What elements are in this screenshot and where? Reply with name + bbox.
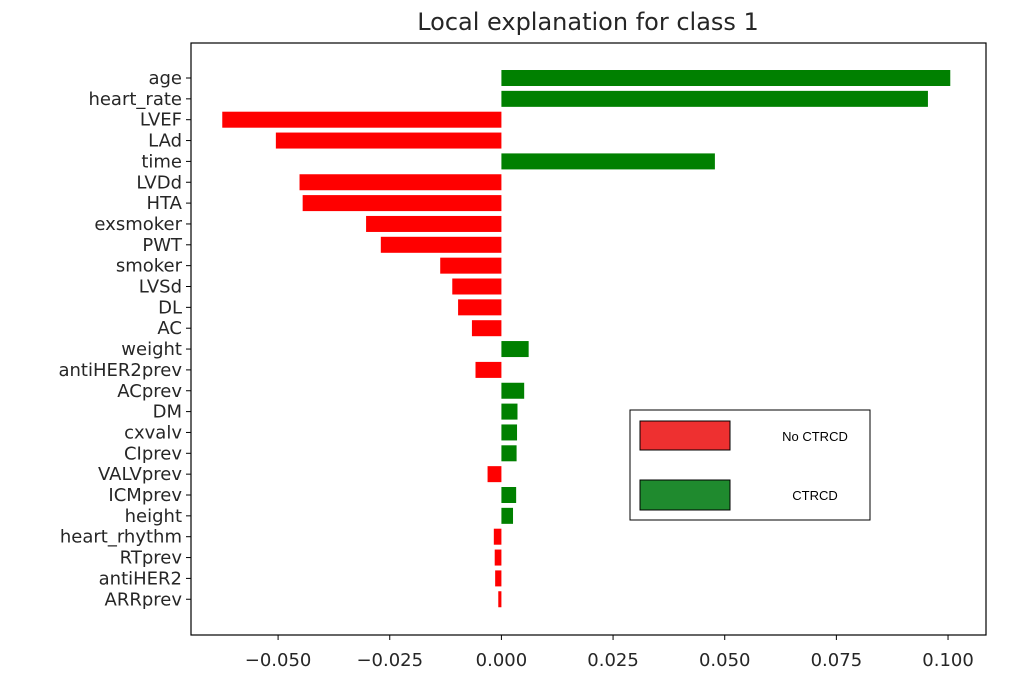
bar-AC	[471, 320, 502, 337]
y-tick-label: PWT	[142, 235, 183, 256]
bar-CIprev	[501, 445, 517, 462]
y-tick-label: AC	[157, 318, 182, 339]
y-tick-label: VALVprev	[98, 464, 182, 485]
bar-LAd	[275, 132, 502, 149]
bar-antiHER2	[495, 570, 502, 587]
legend-swatch-ctrcd	[639, 479, 731, 511]
bars-group	[222, 70, 951, 608]
y-tick-label: RTprev	[120, 548, 183, 569]
y-tick-label: ACprev	[117, 381, 182, 402]
chart-title: Local explanation for class 1	[417, 8, 759, 36]
bar-height	[501, 507, 514, 524]
bar-DM	[501, 403, 518, 420]
bar-heart_rhythm	[493, 528, 502, 545]
x-tick-label: −0.025	[356, 650, 423, 671]
legend-swatch-no-ctrcd	[639, 420, 731, 451]
bar-smoker	[440, 257, 502, 274]
x-tick-label: −0.050	[245, 650, 312, 671]
y-tick-label: HTA	[147, 193, 183, 214]
y-tick-label: weight	[121, 339, 182, 360]
y-tick-label: time	[141, 151, 182, 172]
x-tick-label: 0.050	[699, 650, 751, 671]
y-tick-label: ARRprev	[105, 589, 183, 610]
plot-frame	[190, 42, 987, 636]
y-tick-label: age	[148, 68, 182, 89]
y-tick-label: LVSd	[139, 277, 182, 298]
x-axis: −0.050 −0.025 0.000 0.025 0.050 0.075 0.100	[245, 635, 974, 671]
y-tick-label: height	[125, 506, 182, 527]
y-axis: ageheart_rateLVEFLAdtimeLVDdHTAexsmokerP…	[58, 68, 191, 610]
x-tick-label: 0.025	[587, 650, 639, 671]
bar-cxvalv	[501, 424, 518, 441]
bar-ICMprev	[501, 487, 517, 503]
y-tick-label: ICMprev	[108, 485, 182, 506]
y-tick-label: DM	[153, 402, 182, 423]
bar-DL	[458, 299, 502, 316]
y-tick-label: smoker	[116, 256, 183, 277]
bar-ARRprev	[498, 591, 502, 608]
y-tick-label: LVEF	[140, 110, 182, 131]
bar-LVDd	[299, 174, 502, 191]
y-tick-label: antiHER2	[99, 568, 182, 589]
bar-antiHER2prev	[475, 361, 502, 378]
y-tick-label: exsmoker	[94, 214, 182, 235]
bar-RTprev	[494, 549, 502, 566]
y-tick-label: DL	[158, 297, 182, 318]
y-tick-label: antiHER2prev	[58, 360, 182, 381]
bar-age	[501, 70, 951, 86]
legend-label-no-ctrcd: No CTRCD	[782, 429, 848, 444]
bar-ACprev	[501, 382, 525, 399]
y-tick-label: LVDd	[136, 172, 182, 193]
bar-HTA	[302, 195, 502, 212]
y-tick-label: heart_rate	[88, 89, 182, 110]
bar-LVSd	[452, 278, 502, 295]
bar-VALVprev	[487, 466, 502, 483]
x-tick-label: 0.100	[922, 650, 974, 671]
bar-LVEF	[222, 111, 502, 128]
bar-exsmoker	[366, 215, 502, 232]
bar-time	[501, 153, 715, 170]
y-tick-label: heart_rhythm	[60, 527, 182, 548]
x-tick-label: 0.000	[476, 650, 528, 671]
y-tick-label: LAd	[148, 131, 182, 152]
bar-PWT	[380, 236, 502, 253]
bar-heart_rate	[501, 90, 928, 107]
x-tick-label: 0.075	[811, 650, 863, 671]
bar-weight	[501, 341, 529, 358]
legend-label-ctrcd: CTRCD	[792, 488, 838, 503]
y-tick-label: cxvalv	[124, 422, 182, 443]
legend: No CTRCD CTRCD	[629, 409, 871, 521]
y-tick-label: CIprev	[124, 443, 182, 464]
